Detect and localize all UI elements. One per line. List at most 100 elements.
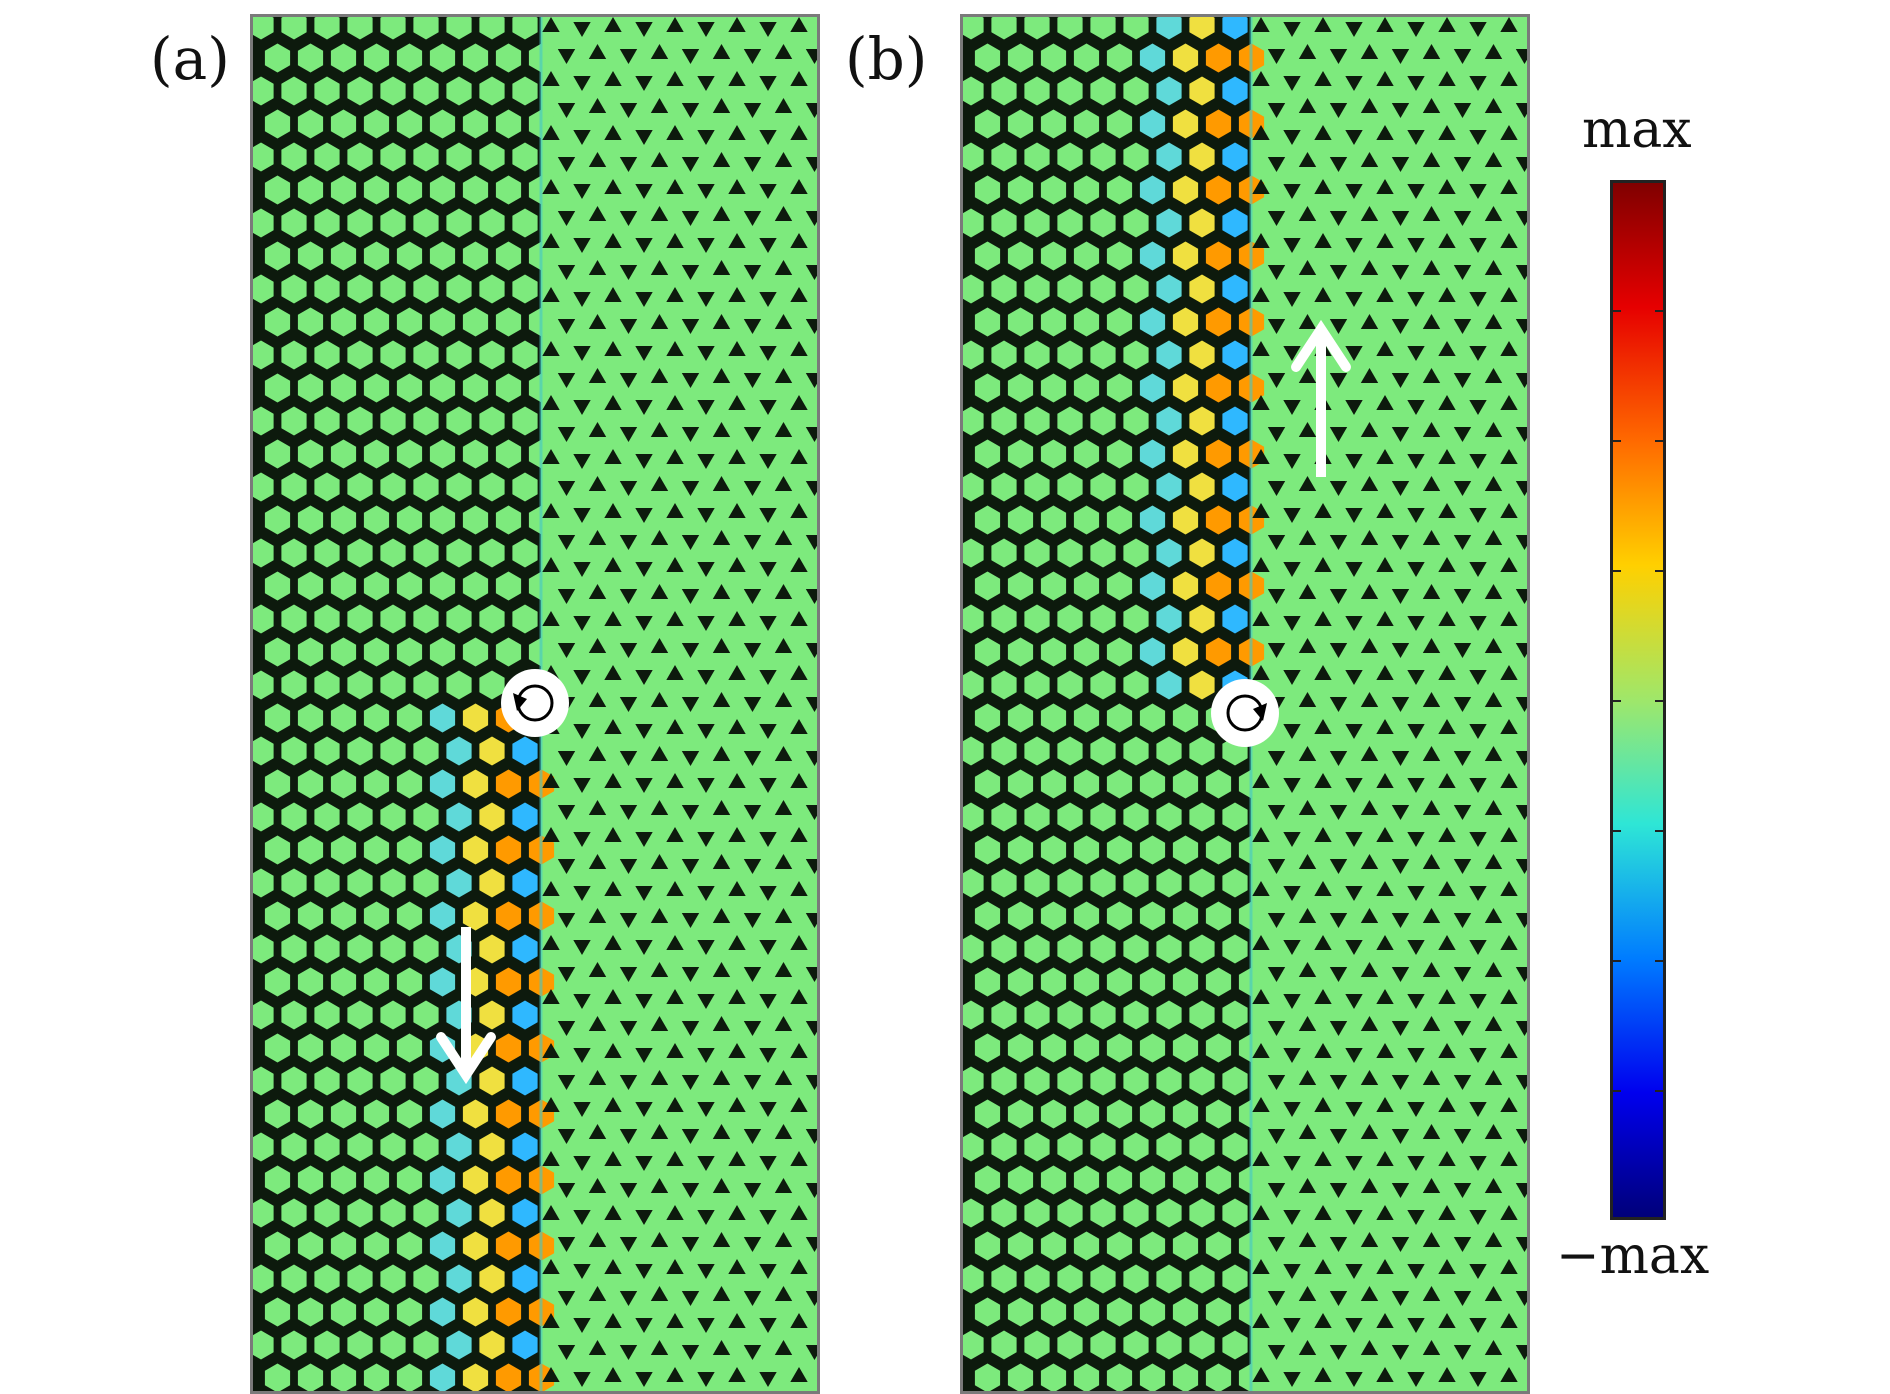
- triangle-hole: [1376, 1205, 1394, 1220]
- hexagon-cell: [963, 1066, 984, 1096]
- triangle-hole: [774, 1070, 793, 1085]
- triangle-hole: [1298, 260, 1317, 275]
- triangle-hole: [681, 427, 700, 442]
- triangle-hole: [1252, 71, 1270, 86]
- triangle-hole: [650, 962, 669, 977]
- hexagon-cell: [1007, 505, 1034, 535]
- triangle-lattice: [1252, 17, 1527, 1387]
- hexagon-cell: [429, 1165, 456, 1195]
- triangle-hole: [1407, 562, 1425, 577]
- hexagon-cell: [974, 505, 1001, 535]
- triangle-hole: [542, 287, 560, 302]
- hexagon-cell: [963, 1000, 984, 1030]
- hexagon-cell: [380, 1000, 406, 1030]
- hexagon-cell: [1106, 1297, 1133, 1327]
- hexagon-cell: [347, 142, 373, 172]
- triangle-hole: [728, 665, 746, 680]
- triangle-hole: [650, 584, 669, 599]
- hexagon-cell: [264, 1363, 291, 1391]
- triangle-hole: [1267, 535, 1286, 550]
- triangle-hole: [1360, 1340, 1379, 1355]
- hexagon-cell: [479, 934, 505, 964]
- triangle-hole: [666, 71, 684, 86]
- triangle-hole: [1500, 773, 1518, 788]
- triangle-hole: [728, 557, 746, 572]
- hexagon-cell: [974, 967, 1001, 997]
- hexagon-cell: [396, 1297, 423, 1327]
- hexagon-cell: [1024, 1000, 1050, 1030]
- hexagon-cell: [363, 1231, 390, 1261]
- triangle-hole: [1298, 638, 1317, 653]
- triangle-hole: [588, 260, 607, 275]
- triangle-hole: [666, 773, 684, 788]
- hexagon-cell: [1040, 703, 1067, 733]
- triangle-hole: [1391, 427, 1410, 442]
- triangle-hole: [573, 238, 591, 253]
- triangle-hole: [1252, 233, 1270, 248]
- hexagon-cell: [1073, 307, 1100, 337]
- hexagon-cell: [963, 1198, 984, 1228]
- triangle-hole: [666, 395, 684, 410]
- triangle-hole: [1360, 1016, 1379, 1031]
- triangle-hole: [1314, 287, 1332, 302]
- hexagon-cell: [1123, 538, 1149, 568]
- hexagon-cell: [1007, 967, 1034, 997]
- triangle-hole: [1329, 1075, 1348, 1090]
- triangle-hole: [790, 503, 808, 518]
- triangle-hole: [759, 1372, 777, 1387]
- hexagon-cell: [495, 505, 522, 535]
- triangle-hole: [1469, 886, 1487, 901]
- hexagon-cell: [963, 1330, 984, 1360]
- hexagon-cell: [380, 274, 406, 304]
- hexagon-cell: [1007, 1297, 1034, 1327]
- triangle-hole: [1329, 319, 1348, 334]
- triangle-hole: [712, 476, 731, 491]
- triangle-hole: [774, 800, 793, 815]
- triangle-hole: [650, 260, 669, 275]
- triangle-hole: [1515, 481, 1527, 496]
- triangle-hole: [1453, 319, 1472, 334]
- triangle-hole: [1267, 913, 1286, 928]
- triangle-hole: [1438, 1313, 1456, 1328]
- triangle-hole: [1314, 1151, 1332, 1166]
- triangle-hole: [1345, 832, 1363, 847]
- hexagon-cell: [380, 17, 406, 40]
- triangle-hole: [728, 989, 746, 1004]
- triangle-hole: [697, 994, 715, 1009]
- hexagon-cell: [281, 1330, 307, 1360]
- triangle-hole: [1438, 665, 1456, 680]
- triangle-hole: [1283, 1102, 1301, 1117]
- hexagon-cell: [1090, 1264, 1116, 1294]
- hexagon-cell: [446, 406, 472, 436]
- triangle-hole: [1283, 886, 1301, 901]
- triangle-hole: [1422, 962, 1441, 977]
- triangle-hole: [1500, 611, 1518, 626]
- triangle-hole: [573, 130, 591, 145]
- triangle-hole: [1391, 751, 1410, 766]
- hexagon-cell: [1189, 340, 1215, 370]
- hexagon-cell: [1189, 406, 1215, 436]
- triangle-hole: [759, 940, 777, 955]
- triangle-hole: [573, 1102, 591, 1117]
- triangle-hole: [1407, 832, 1425, 847]
- hexagon-cell: [396, 835, 423, 865]
- hexagon-cell: [1189, 1264, 1215, 1294]
- hexagon-cell: [297, 901, 324, 931]
- hexagon-cell: [446, 142, 472, 172]
- triangle-hole: [728, 827, 746, 842]
- triangle-hole: [1407, 1264, 1425, 1279]
- hexagon-cell: [253, 736, 274, 766]
- triangle-hole: [712, 1286, 731, 1301]
- hexagon-cell: [347, 670, 373, 700]
- triangle-hole: [1484, 638, 1503, 653]
- hexagon-cell: [512, 736, 538, 766]
- triangle-hole: [1314, 233, 1332, 248]
- hexagon-cell: [462, 703, 489, 733]
- triangle-hole: [1407, 670, 1425, 685]
- triangle-hole: [743, 805, 762, 820]
- triangle-hole: [1252, 449, 1270, 464]
- hexagon-cell: [1057, 406, 1083, 436]
- triangle-hole: [759, 346, 777, 361]
- hexagon-cell: [1222, 1198, 1248, 1228]
- hexagon-cell: [347, 274, 373, 304]
